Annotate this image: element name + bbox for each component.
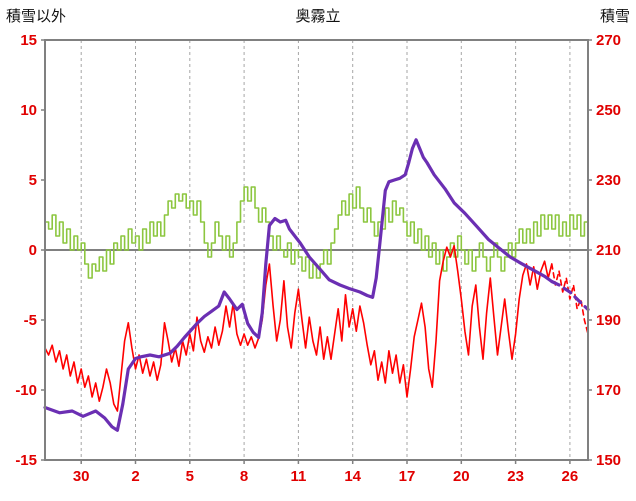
y-left-tick-label: 0	[29, 242, 37, 259]
y-left-tick-label: -15	[15, 452, 37, 469]
y-right-tick-label: 230	[596, 172, 621, 189]
green-series-line	[44, 186, 589, 279]
x-tick-label: 17	[399, 468, 416, 485]
right-axis-title: 積雪	[599, 8, 630, 25]
x-tick-label: 26	[562, 468, 579, 485]
chart-title: 奥霧立	[295, 8, 341, 25]
y-right-tick-label: 190	[596, 312, 621, 329]
x-tick-label: 23	[507, 468, 524, 485]
x-tick-label: 8	[240, 468, 248, 485]
red-series-line	[44, 245, 553, 412]
y-right-tick-label: 170	[596, 382, 621, 399]
y-right-tick-label: 250	[596, 102, 621, 119]
plot-frame	[44, 39, 589, 461]
snow-depth-forecast-line	[550, 279, 590, 312]
left-axis-title: 積雪以外	[6, 8, 67, 25]
x-tick-label: 30	[73, 468, 90, 485]
y-left-tick-label: 15	[20, 32, 37, 49]
y-left-tick-label: 10	[20, 102, 37, 119]
y-right-tick-label: 150	[596, 452, 621, 469]
y-right-tick-label: 270	[596, 32, 621, 49]
y-right-tick-label: 210	[596, 242, 621, 259]
snow-depth-line	[43, 138, 554, 432]
y-left-tick-label: -10	[15, 382, 37, 399]
y-left-tick-label: 5	[29, 172, 37, 189]
x-tick-label: 11	[290, 468, 306, 485]
x-tick-label: 14	[344, 468, 361, 485]
x-tick-label: 20	[453, 468, 470, 485]
x-tick-label: 5	[186, 468, 194, 485]
red-series-forecast-line	[551, 263, 589, 335]
x-tick-label: 2	[131, 468, 139, 485]
y-left-tick-label: -5	[24, 312, 37, 329]
